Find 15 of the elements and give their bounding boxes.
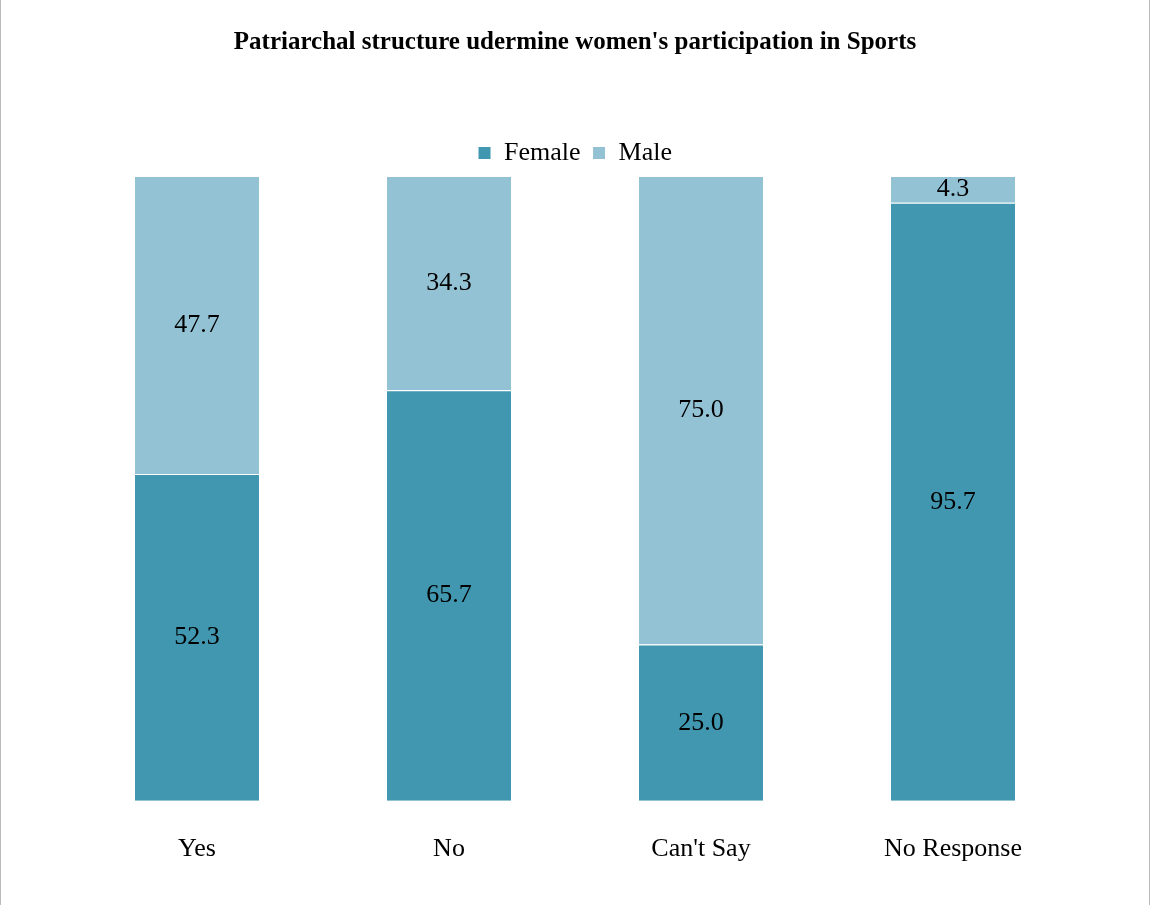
data-label: 52.3 xyxy=(174,621,220,651)
data-label: 95.7 xyxy=(930,485,976,515)
legend-label: Male xyxy=(618,136,672,166)
data-label: 4.3 xyxy=(936,173,970,203)
chart-title: Patriarchal structure udermine women's participation in Sports xyxy=(233,27,917,55)
x-tick-label: Yes xyxy=(178,833,216,863)
x-tick-label: No Response xyxy=(884,833,1022,863)
data-label: 34.3 xyxy=(426,266,472,296)
x-tick-label: No xyxy=(433,833,465,863)
legend-label: Female xyxy=(504,136,581,166)
data-label: 47.7 xyxy=(174,308,220,338)
data-label: 25.0 xyxy=(678,706,724,736)
data-label: 65.7 xyxy=(426,579,472,609)
data-label: 75.0 xyxy=(678,394,724,424)
x-tick-label: Can't Say xyxy=(651,833,751,863)
